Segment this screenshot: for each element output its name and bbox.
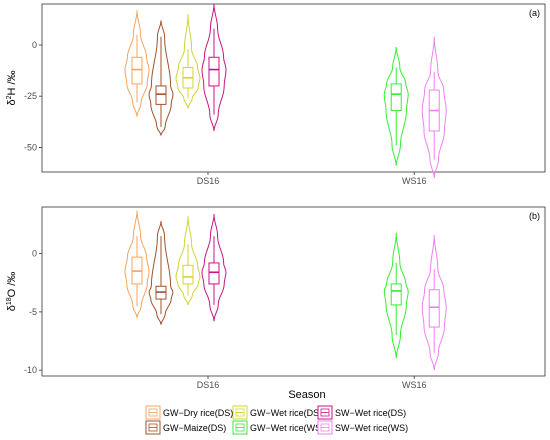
violin-gw-wet-rice-ds- — [175, 216, 201, 306]
violin-outline — [201, 213, 227, 322]
y-tick-label: -5 — [29, 307, 37, 317]
plot-panel-border — [41, 206, 546, 377]
y-axis-title: δ2H /‰ — [6, 70, 18, 105]
panel-a: 0 -25 -50 DS16 WS16 (a) δ2H /‰ — [6, 3, 546, 186]
legend-item: GW−Wet rice(WS) — [232, 420, 324, 435]
legend-label: SW−Wet rice(DS) — [335, 408, 406, 418]
violin-sw-wet-rice-ws- — [421, 234, 447, 371]
y-tick-label: 0 — [32, 249, 37, 259]
plot-panel-border — [41, 3, 546, 173]
violin-outline — [124, 210, 150, 318]
legend-label: GW−Wet rice(DS) — [250, 408, 322, 418]
violin-gw-wet-rice-ws- — [383, 232, 409, 359]
violin-gw-maize-ds- — [148, 220, 174, 325]
violin-outline — [124, 10, 150, 117]
legend: GW−Dry rice(DS) GW−Wet rice(DS) SW−Wet ric… — [145, 405, 408, 435]
iqr-box — [182, 264, 194, 285]
violin-outline — [201, 3, 227, 132]
violin-gw-maize-ds- — [148, 20, 174, 137]
panel-label: (a) — [529, 8, 540, 18]
x-axis-title: Season — [288, 389, 325, 401]
legend-item: GW−Maize(DS) — [145, 420, 226, 435]
violin-gw-wet-rice-ws- — [383, 46, 409, 166]
panel-b: 0 -5 -10 DS16 WS16 (b) δ18O /‰ — [6, 206, 546, 390]
iqr-box — [390, 283, 402, 306]
iqr-box — [155, 85, 167, 105]
iqr-box — [390, 83, 402, 112]
y-tick-label: -10 — [24, 365, 37, 375]
legend-item: SW−Wet rice(WS) — [317, 420, 408, 435]
violin-outline — [175, 216, 201, 306]
legend-label: SW−Wet rice(WS) — [335, 423, 408, 433]
legend-label: GW−Dry rice(DS) — [163, 408, 233, 418]
violin-sw-wet-rice-ds- — [201, 3, 227, 132]
iqr-box — [208, 56, 220, 87]
y-tick-label: -50 — [24, 142, 37, 152]
violin-outline — [421, 234, 447, 371]
y-axis-title: δ18O /‰ — [6, 272, 18, 312]
x-tick-label: DS16 — [197, 176, 220, 186]
legend-item: SW−Wet rice(DS) — [317, 405, 406, 420]
x-tick-label: WS16 — [402, 176, 427, 186]
violin-outline — [148, 220, 174, 325]
violin-outline — [421, 36, 447, 179]
iqr-box — [428, 289, 440, 328]
violin-outline — [383, 46, 409, 166]
legend-item: GW−Wet rice(DS) — [232, 405, 322, 420]
x-tick-label: DS16 — [197, 380, 220, 390]
legend-label: GW−Maize(DS) — [163, 423, 226, 433]
violin-sw-wet-rice-ds- — [201, 213, 227, 322]
y-tick-label: -25 — [24, 91, 37, 101]
iqr-box — [208, 262, 220, 285]
violin-sw-wet-rice-ws- — [421, 36, 447, 179]
iqr-box — [131, 56, 143, 85]
y-tick-label: 0 — [32, 40, 37, 50]
panel-label: (b) — [529, 211, 540, 221]
violin-outline — [175, 14, 201, 109]
legend-item: GW−Dry rice(DS) — [145, 405, 233, 420]
violin-gw-wet-rice-ds- — [175, 14, 201, 109]
violin-outline — [148, 20, 174, 137]
legend-label: GW−Wet rice(WS) — [250, 423, 324, 433]
violin-gw-dry-rice-ds- — [124, 10, 150, 117]
x-tick-label: WS16 — [402, 380, 427, 390]
violin-outline — [383, 232, 409, 359]
violin-gw-dry-rice-ds- — [124, 210, 150, 318]
